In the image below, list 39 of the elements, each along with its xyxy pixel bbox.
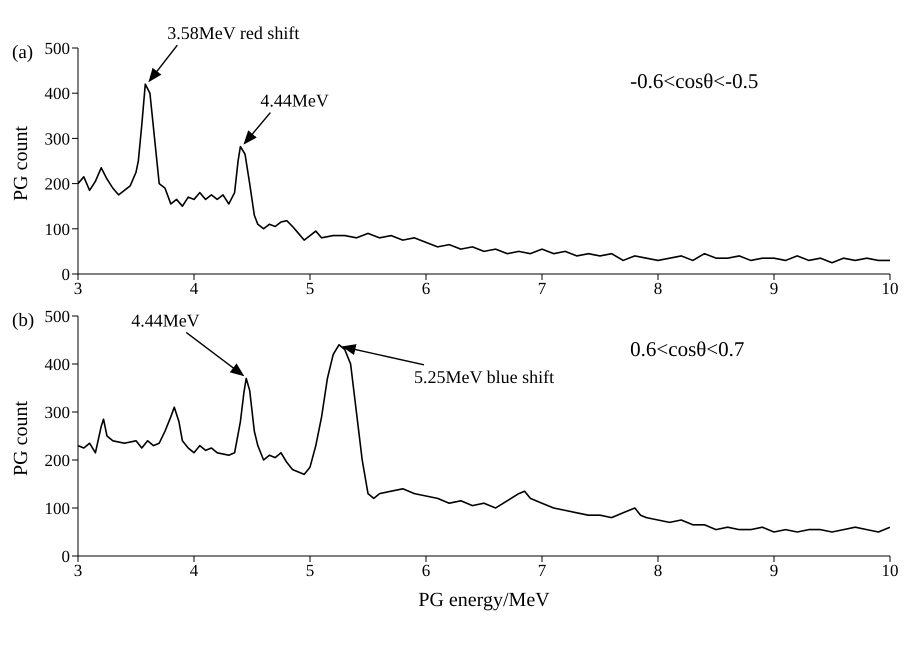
y-axis-title: PG count — [10, 126, 32, 201]
y-tick-label: 500 — [44, 39, 70, 58]
text: (a) — [12, 42, 34, 63]
x-tick-label: 5 — [306, 561, 314, 580]
y-tick-label: 0 — [62, 265, 70, 284]
y-tick-label: 200 — [44, 174, 70, 194]
x-tick-label: 5 — [306, 279, 314, 298]
x-tick-label: 7 — [538, 279, 547, 298]
y-tick-label: 400 — [44, 84, 70, 104]
y-tick-label: 100 — [44, 499, 70, 518]
y-tick-label: 400 — [44, 355, 70, 374]
x-tick-label: 8 — [654, 561, 662, 580]
y-tick-label: 300 — [44, 129, 70, 148]
y-tick-label: 200 — [44, 451, 70, 470]
y-axis-title: PG count — [10, 400, 32, 476]
annotation: 4.44MeV — [260, 90, 329, 111]
y-tick-label: 0 — [62, 547, 70, 566]
annotation: -0.6<cosθ<-0.5 — [630, 69, 758, 93]
x-tick-label: 3 — [74, 279, 82, 298]
annotation: 4.44MeV — [131, 310, 200, 330]
annotation: 5.25MeV blue shift — [414, 366, 554, 387]
x-tick-label: 10 — [882, 561, 898, 580]
annotation: 0.6<cosθ<0.7 — [630, 337, 744, 361]
text: (b) — [12, 310, 34, 331]
x-tick-label: 8 — [654, 279, 662, 298]
x-tick-label: 4 — [190, 279, 199, 298]
x-tick-label: 9 — [770, 279, 778, 298]
x-tick-label: 9 — [770, 561, 778, 580]
x-axis-title: PG energy/MeV — [418, 589, 550, 611]
y-tick-label: 100 — [44, 220, 70, 239]
x-tick-label: 3 — [74, 561, 82, 580]
x-tick-label: 6 — [422, 561, 430, 580]
annotation: 3.58MeV red shift — [167, 23, 300, 44]
x-tick-label: 4 — [190, 561, 199, 580]
x-tick-label: 7 — [538, 561, 547, 580]
y-tick-label: 300 — [44, 403, 70, 422]
x-tick-label: 6 — [422, 279, 430, 298]
y-tick-label: 500 — [44, 307, 70, 326]
x-tick-label: 10 — [882, 279, 898, 298]
